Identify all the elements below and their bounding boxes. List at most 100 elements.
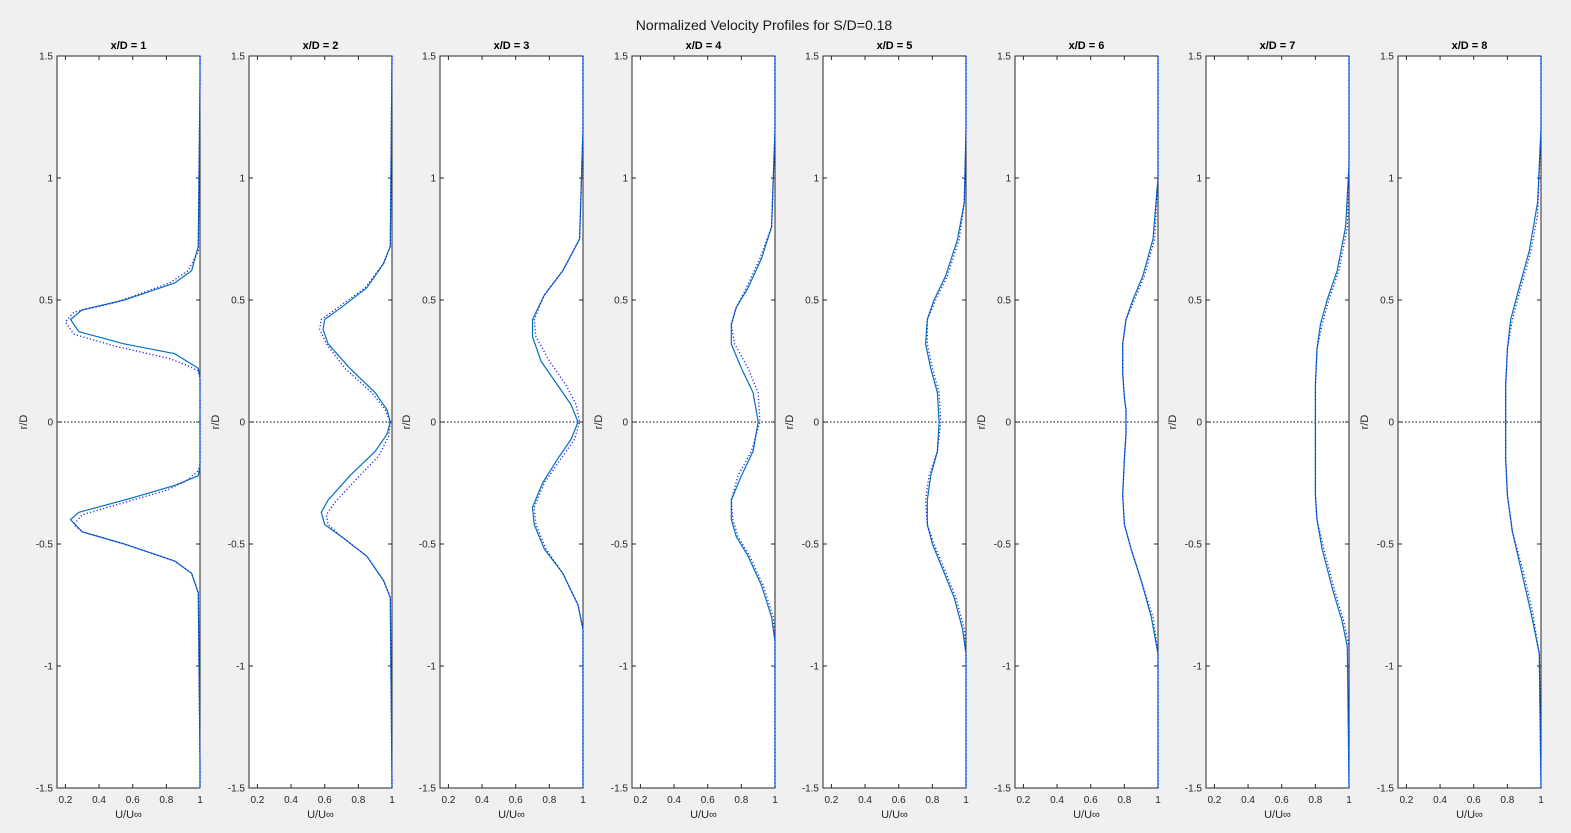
y-tick-label: -0.5 (36, 540, 54, 551)
y-tick-label: -1.5 (802, 784, 820, 795)
subplot-title: x/D = 2 (303, 40, 339, 52)
x-axis-label: U/U∞ (1456, 809, 1483, 821)
x-tick-label: 0.6 (1084, 795, 1098, 806)
x-tick-label: 0.6 (126, 795, 140, 806)
x-tick-label: 0.6 (1467, 795, 1481, 806)
x-tick-label: 0.6 (1275, 795, 1289, 806)
y-tick-label: -0.5 (802, 540, 820, 551)
x-axis-label: U/U∞ (690, 809, 717, 821)
subplot-title: x/D = 7 (1260, 40, 1296, 52)
x-tick-label: 0.8 (734, 795, 748, 806)
y-tick-label: -1.5 (419, 784, 437, 795)
y-tick-label: 1.5 (1188, 52, 1202, 63)
dotted-profile-line (64, 56, 201, 788)
y-tick-label: 1 (239, 174, 245, 185)
subplot-title: x/D = 4 (686, 40, 723, 52)
x-tick-label: 0.2 (1399, 795, 1413, 806)
y-tick-label: 0.5 (614, 296, 628, 307)
y-tick-label: 0.5 (997, 296, 1011, 307)
y-tick-label: -1.5 (611, 784, 629, 795)
y-tick-label: -1 (619, 662, 628, 673)
y-axis-label: r/D (593, 415, 605, 430)
x-tick-label: 1 (963, 795, 969, 806)
x-axis-label: U/U∞ (307, 809, 334, 821)
x-tick-label: 0.8 (542, 795, 556, 806)
y-tick-label: 0.5 (231, 296, 245, 307)
x-tick-label: 0.4 (475, 795, 489, 806)
y-tick-label: 0 (47, 418, 53, 429)
subplot-5: -1.5 -1 -0.5 0 0.5 1 1.5 0.2 0.4 0.6 0.8 1 x/D = 5 U/… (784, 40, 969, 821)
dotted-profile-line (319, 55, 393, 789)
x-tick-label: 0.8 (159, 795, 173, 806)
solid-profile-line (1314, 56, 1350, 789)
y-tick-label: 1 (813, 174, 819, 185)
y-tick-label: 0.5 (1188, 296, 1202, 307)
y-tick-label: 1.5 (614, 52, 628, 63)
y-axis-label: r/D (210, 415, 222, 430)
y-tick-label: -1 (44, 662, 53, 673)
y-tick-label: -1.5 (1185, 784, 1203, 795)
subplot-3: -1.5 -1 -0.5 0 0.5 1 1.5 0.2 0.4 0.6 0.8 1 x/D = 3 U/… (401, 40, 586, 821)
subplot-8: -1.5 -1 -0.5 0 0.5 1 1.5 0.2 0.4 0.6 0.8 1 x/D = 8 U/… (1359, 40, 1544, 821)
y-tick-label: 1 (1388, 174, 1394, 185)
y-axis-label: r/D (1167, 415, 1179, 430)
y-tick-label: 0 (1196, 418, 1202, 429)
x-tick-label: 0.4 (1050, 795, 1064, 806)
x-tick-label: 0.6 (892, 795, 906, 806)
y-tick-label: 0.5 (1380, 296, 1394, 307)
y-tick-label: -0.5 (994, 540, 1012, 551)
y-tick-label: 0 (1005, 418, 1011, 429)
dotted-profile-line (1122, 56, 1159, 788)
y-tick-label: -1.5 (1377, 784, 1395, 795)
x-tick-label: 0.2 (1016, 795, 1030, 806)
dotted-profile-line (1505, 56, 1542, 789)
y-tick-label: 1.5 (997, 52, 1011, 63)
x-tick-label: 1 (1346, 795, 1352, 806)
x-tick-label: 0.8 (1308, 795, 1322, 806)
x-tick-label: 0.2 (824, 795, 838, 806)
solid-profile-line (531, 56, 584, 788)
subplot-title: x/D = 3 (494, 40, 530, 52)
x-axis-label: U/U∞ (115, 809, 142, 821)
subplot-title: x/D = 5 (877, 40, 913, 52)
x-tick-label: 0.2 (58, 795, 72, 806)
x-tick-label: 0.8 (351, 795, 365, 806)
x-tick-label: 1 (197, 795, 203, 806)
x-tick-label: 0.6 (509, 795, 523, 806)
subplot-title: x/D = 1 (111, 40, 147, 52)
y-tick-label: 0 (622, 418, 628, 429)
x-tick-label: 0.4 (284, 795, 298, 806)
x-tick-label: 0.2 (633, 795, 647, 806)
y-tick-label: 0.5 (805, 296, 819, 307)
subplot-title: x/D = 6 (1069, 40, 1105, 52)
dotted-profile-line (924, 56, 967, 788)
y-tick-label: -0.5 (1185, 540, 1203, 551)
y-tick-label: -1.5 (228, 784, 246, 795)
y-tick-label: -1.5 (994, 784, 1012, 795)
y-axis-label: r/D (784, 415, 796, 430)
y-tick-label: 0 (239, 418, 245, 429)
x-tick-label: 0.8 (1500, 795, 1514, 806)
subplot-1: -1.5 -1 -0.5 0 0.5 1 1.5 0.2 0.4 0.6 0.8 1 x/D = 1 U/… (18, 40, 203, 821)
x-tick-label: 0.4 (1433, 795, 1447, 806)
y-tick-label: -0.5 (611, 540, 629, 551)
subplot-6: -1.5 -1 -0.5 0 0.5 1 1.5 0.2 0.4 0.6 0.8 1 x/D = 6 U/… (976, 40, 1161, 821)
y-tick-label: 1.5 (805, 52, 819, 63)
solid-profile-line (730, 56, 776, 788)
y-axis-label: r/D (401, 415, 413, 430)
x-tick-label: 0.2 (250, 795, 264, 806)
y-axis-label: r/D (18, 415, 30, 430)
y-tick-label: -0.5 (228, 540, 246, 551)
y-tick-label: -1 (236, 662, 245, 673)
x-tick-label: 0.4 (92, 795, 106, 806)
y-tick-label: 0.5 (422, 296, 436, 307)
solid-profile-line (924, 56, 967, 788)
subplot-2: -1.5 -1 -0.5 0 0.5 1 1.5 0.2 0.4 0.6 0.8 1 x/D = 2 U/… (210, 40, 395, 821)
x-tick-label: 0.8 (925, 795, 939, 806)
x-axis-label: U/U∞ (498, 809, 525, 821)
x-tick-label: 1 (772, 795, 778, 806)
y-tick-label: 1 (622, 174, 628, 185)
dotted-profile-line (1314, 56, 1350, 788)
x-tick-label: 1 (580, 795, 586, 806)
